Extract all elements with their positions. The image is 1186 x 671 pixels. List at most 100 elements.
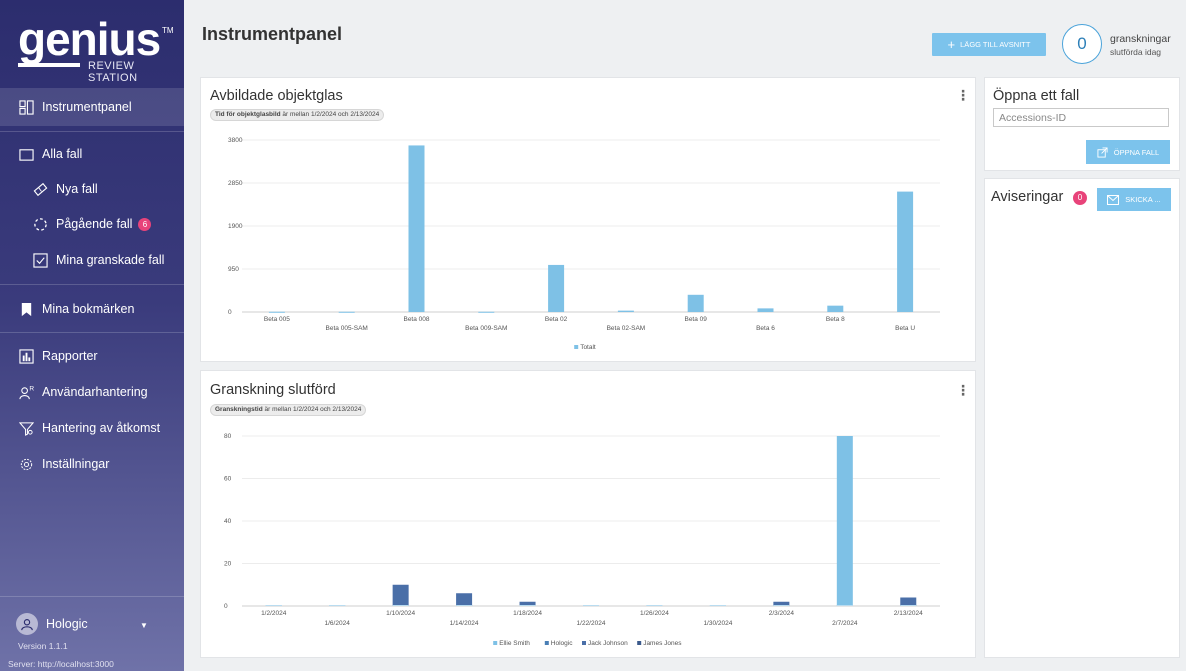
logo-subtitle: REVIEW STATION	[88, 60, 138, 84]
bar	[548, 264, 565, 312]
sidebar-divider	[0, 284, 184, 285]
avatar	[16, 613, 38, 635]
external-link-icon	[1097, 146, 1108, 158]
x-tick-label: 2/7/2024	[832, 620, 858, 627]
x-tick-label: Beta U	[895, 325, 915, 332]
bar	[265, 605, 282, 606]
reviews-count-label: granskningar	[1110, 33, 1171, 45]
y-tick-label: 80	[224, 433, 232, 440]
server-text: Server: http://localhost:3000	[8, 659, 114, 669]
y-tick-label: 3800	[228, 137, 243, 144]
dashboard-icon	[18, 99, 34, 115]
bar	[617, 310, 634, 312]
sidebar-item-rapporter[interactable]: Rapporter	[0, 338, 184, 374]
y-tick-label: 0	[228, 309, 232, 316]
add-section-button[interactable]: + LÄGG TILL AVSNITT	[932, 33, 1046, 56]
bar	[456, 605, 473, 606]
x-tick-label: Beta 005-SAM	[326, 325, 368, 332]
bar	[757, 308, 774, 312]
sidebar-divider	[0, 596, 184, 597]
users-icon: R	[18, 384, 34, 400]
logo-wordmark: genius	[18, 13, 161, 65]
sidebar-item-installningar[interactable]: Inställningar	[0, 446, 184, 482]
x-tick-label: 1/18/2024	[513, 610, 542, 617]
bar	[392, 605, 409, 606]
folder-icon	[18, 146, 34, 162]
sidebar-item-nya-fall[interactable]: Nya fall	[0, 171, 184, 207]
sidebar-item-alla-fall[interactable]: Alla fall	[0, 136, 184, 172]
legend-swatch	[574, 345, 579, 349]
notifications-count-badge: 0	[1073, 191, 1087, 205]
open-case-title: Öppna ett fall	[993, 88, 1080, 104]
x-tick-label: Beta 02-SAM	[607, 325, 646, 332]
sidebar-item-anvandarhantering[interactable]: R Användarhantering	[0, 374, 184, 410]
bar	[268, 311, 285, 313]
sidebar-item-instrumentpanel[interactable]: Instrumentpanel	[0, 88, 184, 126]
open-case-label: ÖPPNA FALL	[1113, 147, 1160, 157]
bar	[687, 294, 704, 312]
legend: Totalt	[574, 344, 596, 351]
bar	[456, 593, 473, 606]
legend-label: Hologic	[551, 640, 573, 647]
chart2-filter-pill[interactable]: Granskningstid är mellan 1/2/2024 och 2/…	[210, 404, 367, 416]
sidebar-item-pagaende-fall[interactable]: Pågående fall 6	[0, 206, 184, 242]
gear-icon	[18, 456, 34, 472]
caret-down-icon[interactable]: ▼	[140, 621, 148, 630]
bar	[329, 605, 346, 606]
user-menu[interactable]: Hologic	[16, 613, 88, 635]
chart-review-completed: 0 20 40 60 80 1/2/2024 1/6/2024 1/10/2024 1/14/2…	[224, 433, 940, 647]
legend-swatch	[637, 641, 642, 645]
bar	[519, 601, 536, 606]
chart2-menu-icon[interactable]: ⋮	[956, 382, 970, 398]
legend: Ellie Smith Hologic Jack Johnson James Jone…	[493, 640, 682, 647]
chart-card-imaged-slides	[200, 77, 976, 362]
legend-swatch	[493, 641, 498, 645]
sidebar-item-label: Pågående fall	[56, 217, 133, 231]
sidebar-divider	[0, 131, 184, 132]
x-tick-label: Beta 009-SAM	[465, 325, 507, 332]
sidebar-item-label: Användarhantering	[42, 385, 148, 399]
legend-label: Ellie Smith	[499, 640, 530, 647]
bar	[836, 605, 853, 606]
y-tick-label: 1900	[228, 223, 243, 230]
open-case-button[interactable]: ÖPPNA FALL	[1086, 140, 1170, 164]
x-tick-label: 1/26/2024	[640, 610, 669, 617]
chart1-title: Avbildade objektglas	[210, 88, 343, 104]
x-tick-label: Beta 008	[403, 316, 429, 323]
sidebar-item-hantering-av-atkomst[interactable]: Hantering av åtkomst	[0, 410, 184, 446]
sidebar-item-mina-granskade-fall[interactable]: Mina granskade fall	[0, 242, 184, 278]
filter-field: Tid för objektglasbild	[215, 111, 281, 118]
version-text: Version 1.1.1	[18, 641, 68, 651]
x-tick-label: 1/2/2024	[261, 610, 287, 617]
sidebar-item-mina-bokmarken[interactable]: Mina bokmärken	[0, 291, 184, 327]
sidebar: genius TM REVIEW STATION Instrumentpanel…	[0, 0, 184, 671]
bar	[773, 605, 790, 606]
x-tick-label: 1/22/2024	[577, 620, 606, 627]
bar	[583, 605, 599, 606]
sidebar-item-label: Mina granskade fall	[56, 253, 165, 267]
sidebar-divider	[0, 332, 184, 333]
chart1-menu-icon[interactable]: ⋮	[956, 87, 970, 103]
send-button[interactable]: SKICKA ...	[1097, 188, 1171, 211]
accession-id-input[interactable]	[993, 108, 1169, 127]
sidebar-item-label: Rapporter	[42, 349, 98, 363]
filter-range: är mellan 1/2/2024 och 2/13/2024	[280, 111, 380, 118]
bar	[646, 605, 663, 606]
chart1-filter-pill[interactable]: Tid för objektglasbild är mellan 1/2/202…	[210, 109, 385, 121]
legend-label: Totalt	[580, 344, 596, 351]
bar	[900, 605, 917, 606]
bar	[408, 145, 425, 312]
y-tick-label: 0	[224, 603, 228, 610]
checkbox-icon	[32, 252, 48, 268]
x-tick-label: Beta 6	[756, 325, 775, 332]
logo-underline	[18, 63, 80, 67]
pending-count-badge: 6	[138, 217, 152, 231]
y-tick-label: 2850	[228, 180, 243, 187]
y-tick-label: 950	[228, 266, 239, 273]
user-name: Hologic	[46, 617, 88, 631]
legend-swatch	[582, 641, 586, 645]
bar	[478, 311, 495, 313]
legend-label: James Jones	[643, 640, 682, 647]
access-icon	[18, 420, 34, 436]
x-tick-label: 1/14/2024	[450, 620, 479, 627]
